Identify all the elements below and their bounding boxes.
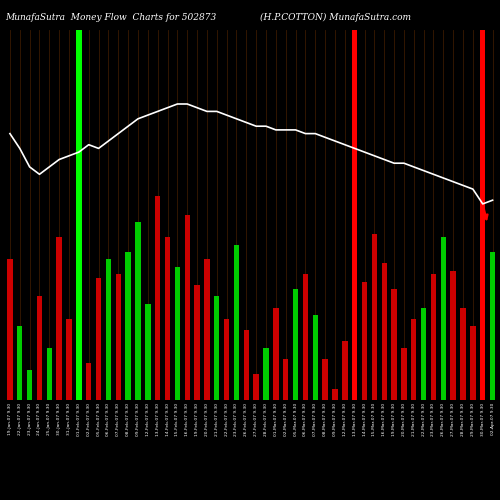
Bar (372, 234, 377, 400)
Bar (440, 237, 446, 400)
Bar (392, 289, 397, 400)
Bar (332, 389, 338, 400)
Bar (194, 286, 200, 400)
Bar (145, 304, 150, 400)
Bar (490, 252, 496, 400)
Bar (234, 244, 239, 400)
Bar (165, 237, 170, 400)
Bar (450, 270, 456, 400)
Bar (224, 318, 230, 400)
Bar (17, 326, 22, 400)
Bar (96, 278, 102, 400)
Bar (155, 196, 160, 400)
Bar (56, 237, 62, 400)
Bar (66, 318, 71, 400)
Bar (352, 30, 358, 400)
Bar (184, 215, 190, 400)
Bar (214, 296, 220, 400)
Bar (293, 289, 298, 400)
Bar (37, 296, 42, 400)
Bar (136, 222, 140, 400)
Bar (470, 326, 476, 400)
Bar (27, 370, 32, 400)
Bar (283, 360, 288, 400)
Bar (273, 308, 278, 400)
Bar (431, 274, 436, 400)
Bar (362, 282, 367, 400)
Bar (204, 260, 210, 400)
Text: MunafaSutra  Money Flow  Charts for 502873: MunafaSutra Money Flow Charts for 502873 (5, 12, 216, 22)
Bar (46, 348, 52, 400)
Bar (342, 341, 347, 400)
Bar (7, 260, 12, 400)
Bar (264, 348, 268, 400)
Bar (312, 315, 318, 400)
Bar (411, 318, 416, 400)
Bar (244, 330, 249, 400)
Bar (86, 363, 92, 400)
Bar (480, 30, 486, 400)
Bar (174, 267, 180, 400)
Bar (126, 252, 131, 400)
Bar (254, 374, 259, 400)
Bar (401, 348, 406, 400)
Bar (76, 30, 82, 400)
Bar (302, 274, 308, 400)
Bar (106, 260, 111, 400)
Bar (116, 274, 121, 400)
Bar (421, 308, 426, 400)
Bar (322, 360, 328, 400)
Bar (460, 308, 466, 400)
Bar (382, 263, 387, 400)
Text: (H.P.COTTON) MunafaSutra.com: (H.P.COTTON) MunafaSutra.com (260, 12, 411, 22)
